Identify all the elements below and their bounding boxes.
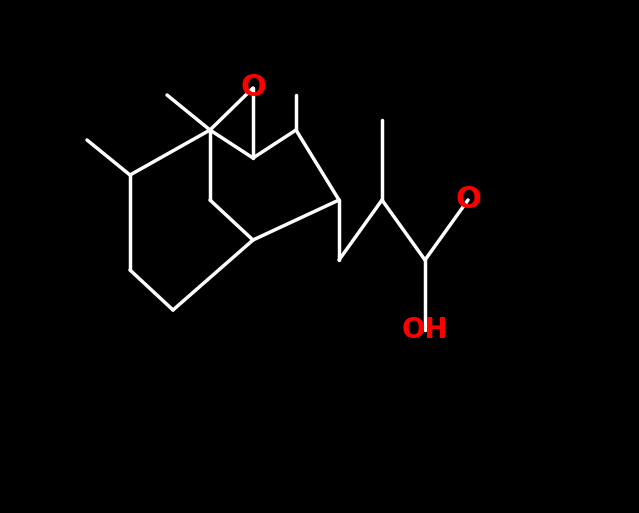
- Text: O: O: [240, 73, 266, 103]
- Text: O: O: [455, 186, 481, 214]
- Text: OH: OH: [402, 316, 449, 344]
